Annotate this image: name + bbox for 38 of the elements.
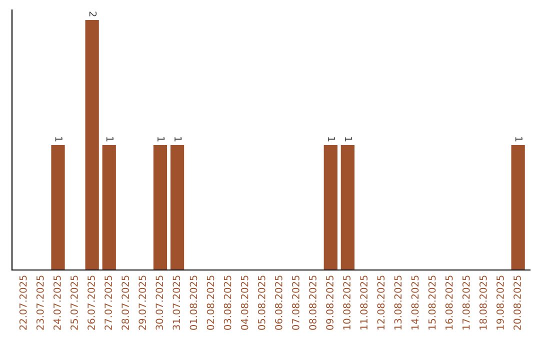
x-tick-label: 16.08.2025 <box>445 276 453 330</box>
x-tick-label: 01.08.2025 <box>190 276 198 330</box>
x-tick-label: 13.08.2025 <box>394 276 402 330</box>
x-tick-label: 31.07.2025 <box>172 276 180 330</box>
x-tick-label: 14.08.2025 <box>411 276 419 330</box>
data-label: 1 <box>515 137 522 142</box>
data-label: 1 <box>344 137 352 142</box>
x-tick-label: 03.08.2025 <box>224 276 232 330</box>
x-tick-label: 11.08.2025 <box>360 276 368 330</box>
x-tick-label: 29.07.2025 <box>138 276 146 330</box>
x-tick-label: 12.08.2025 <box>377 276 385 330</box>
x-tick-label: 26.07.2025 <box>88 276 95 330</box>
x-tick-label: 04.08.2025 <box>240 276 248 330</box>
x-tick-label: 15.08.2025 <box>428 276 436 330</box>
x-tick-label: 10.08.2025 <box>343 276 350 330</box>
x-tick-label: 07.08.2025 <box>292 276 300 330</box>
x-tick-label: 28.07.2025 <box>122 276 129 330</box>
x-tick-label: 02.08.2025 <box>206 276 214 330</box>
x-tick-label: 23.07.2025 <box>36 276 44 330</box>
x-tick-label: 19.08.2025 <box>496 276 504 330</box>
data-label: 1 <box>328 137 336 142</box>
data-label: 1 <box>106 137 114 142</box>
data-label: 2 <box>89 12 97 16</box>
x-tick-label: 20.08.2025 <box>514 276 521 330</box>
data-label: 1 <box>174 137 182 142</box>
x-tick-label: 09.08.2025 <box>326 276 334 330</box>
x-tick-label: 08.08.2025 <box>309 276 316 330</box>
x-tick-label: 22.07.2025 <box>19 276 27 330</box>
x-tick-label: 25.07.2025 <box>70 276 78 330</box>
x-tick-label: 17.08.2025 <box>462 276 470 330</box>
x-tick-label: 24.07.2025 <box>53 276 61 330</box>
data-label: 1 <box>158 137 165 142</box>
data-label: 1 <box>55 137 62 142</box>
x-tick-label: 27.07.2025 <box>104 276 112 330</box>
x-tick-label: 30.07.2025 <box>156 276 164 330</box>
x-tick-label: 05.08.2025 <box>258 276 266 330</box>
x-tick-label: 18.08.2025 <box>479 276 487 330</box>
x-tick-label: 06.08.2025 <box>274 276 282 330</box>
